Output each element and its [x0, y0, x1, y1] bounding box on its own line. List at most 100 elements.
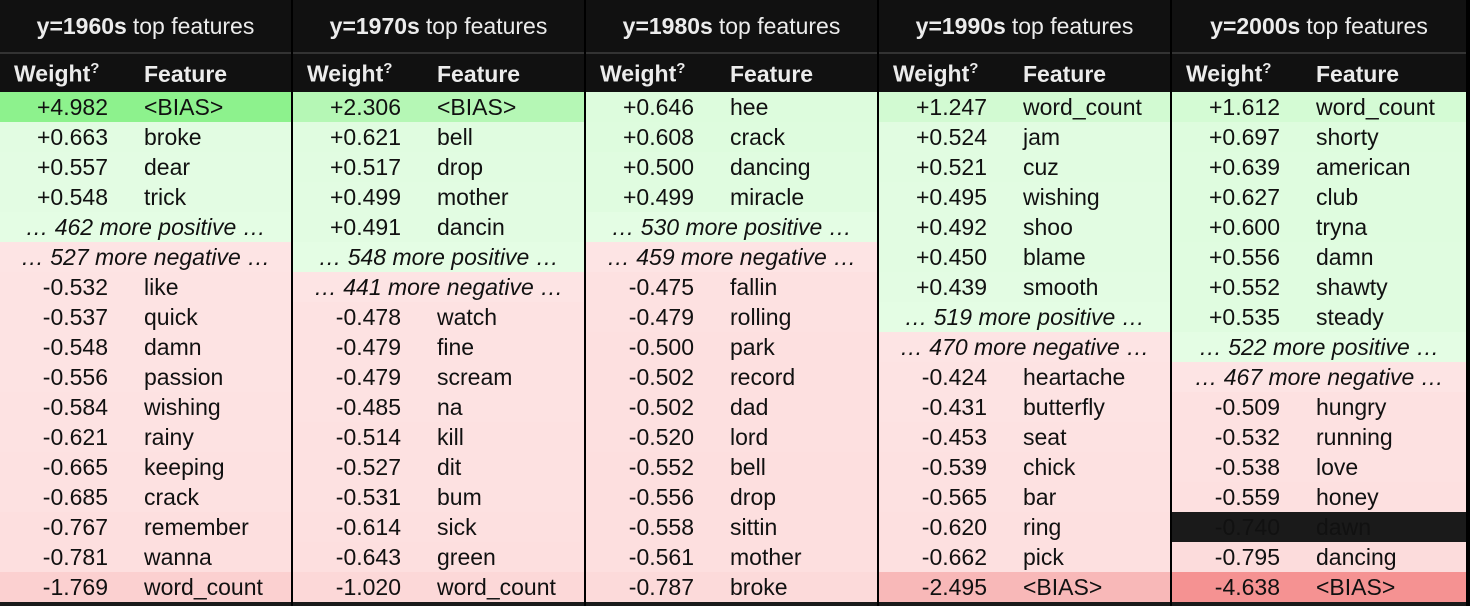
- table-row: -0.478 watch: [293, 302, 584, 332]
- feature-table-1: y=1970s top features Weight? Feature +2.306 <…: [293, 0, 584, 606]
- weight-value: -0.539: [879, 454, 1023, 481]
- weight-value: +1.612: [1172, 94, 1316, 121]
- feature-name: crack: [730, 124, 877, 151]
- weight-value: +0.492: [879, 214, 1023, 241]
- feature-name: ring: [1023, 514, 1170, 541]
- weight-value: -0.431: [879, 394, 1023, 421]
- feature-name: seat: [1023, 424, 1170, 451]
- weight-value: +0.639: [1172, 154, 1316, 181]
- weight-value: -0.614: [293, 514, 437, 541]
- weight-help-icon[interactable]: ?: [676, 60, 685, 77]
- feature-name: broke: [730, 574, 877, 601]
- weight-value: +0.450: [879, 244, 1023, 271]
- feature-table-3: y=1990s top features Weight? Feature +1.247 w…: [879, 0, 1170, 606]
- weight-value: -0.620: [879, 514, 1023, 541]
- feature-header: Feature: [437, 61, 520, 88]
- feature-header: Feature: [1023, 61, 1106, 88]
- table-row: +1.612 word_count: [1172, 92, 1466, 122]
- weight-value: -0.531: [293, 484, 437, 511]
- weight-header-label: Weight: [600, 61, 676, 87]
- table-row: -0.548 damn: [0, 332, 291, 362]
- feature-name: heartache: [1023, 364, 1170, 391]
- more-features-row: … 441 more negative …: [293, 272, 584, 302]
- table-title-target: y=1980s: [623, 13, 713, 40]
- weight-value: -0.740: [1172, 514, 1316, 541]
- table-row: -0.643 green: [293, 542, 584, 572]
- feature-name: <BIAS>: [437, 94, 584, 121]
- table-row: +0.621 bell: [293, 122, 584, 152]
- more-features-row: … 519 more positive …: [879, 302, 1170, 332]
- weight-value: -0.565: [879, 484, 1023, 511]
- table-row: -0.556 passion: [0, 362, 291, 392]
- feature-name: dit: [437, 454, 584, 481]
- feature-name: hungry: [1316, 394, 1466, 421]
- weight-value: -0.559: [1172, 484, 1316, 511]
- more-features-row: … 522 more positive …: [1172, 332, 1466, 362]
- weight-value: +0.627: [1172, 184, 1316, 211]
- table-row: +0.499 mother: [293, 182, 584, 212]
- feature-name: word_count: [437, 574, 584, 601]
- weight-value: +0.548: [0, 184, 144, 211]
- table-title-target: y=2000s: [1210, 13, 1300, 40]
- table-row: +0.627 club: [1172, 182, 1466, 212]
- feature-name: sittin: [730, 514, 877, 541]
- more-features-row: … 527 more negative …: [0, 242, 291, 272]
- weight-header: Weight?: [0, 60, 144, 88]
- feature-name: smooth: [1023, 274, 1170, 301]
- feature-name: running: [1316, 424, 1466, 451]
- table-row: -0.502 dad: [586, 392, 877, 422]
- table-title-target: y=1970s: [330, 13, 420, 40]
- weight-value: -0.795: [1172, 544, 1316, 571]
- weight-help-icon[interactable]: ?: [383, 60, 392, 77]
- weight-value: +0.439: [879, 274, 1023, 301]
- weight-value: -2.495: [879, 574, 1023, 601]
- feature-name: record: [730, 364, 877, 391]
- weight-value: +0.524: [879, 124, 1023, 151]
- feature-name: drop: [730, 484, 877, 511]
- weight-header: Weight?: [586, 60, 730, 88]
- weight-value: +0.557: [0, 154, 144, 181]
- weight-value: -0.509: [1172, 394, 1316, 421]
- table-row: -0.537 quick: [0, 302, 291, 332]
- feature-name: scream: [437, 364, 584, 391]
- weight-value: -0.479: [293, 364, 437, 391]
- feature-name: shoo: [1023, 214, 1170, 241]
- weight-help-icon[interactable]: ?: [90, 60, 99, 77]
- weight-value: -0.479: [586, 304, 730, 331]
- table-row: -0.662 pick: [879, 542, 1170, 572]
- weight-header-label: Weight: [1186, 61, 1262, 87]
- weight-value: +0.697: [1172, 124, 1316, 151]
- weight-value: +0.608: [586, 124, 730, 151]
- weight-value: -0.479: [293, 334, 437, 361]
- feature-name: hee: [730, 94, 877, 121]
- feature-name: dancin: [437, 214, 584, 241]
- feature-name: jam: [1023, 124, 1170, 151]
- weight-value: -0.558: [586, 514, 730, 541]
- feature-name: watch: [437, 304, 584, 331]
- table-row: +0.500 dancing: [586, 152, 877, 182]
- table-row: +0.548 trick: [0, 182, 291, 212]
- table-row: +0.524 jam: [879, 122, 1170, 152]
- table-row: +1.247 word_count: [879, 92, 1170, 122]
- table-row: +2.306 <BIAS>: [293, 92, 584, 122]
- table-row: -0.614 sick: [293, 512, 584, 542]
- feature-name: mother: [437, 184, 584, 211]
- weight-value: +0.556: [1172, 244, 1316, 271]
- feature-name: dancing: [1316, 544, 1466, 571]
- feature-name: butterfly: [1023, 394, 1170, 421]
- feature-name: dancing: [730, 154, 877, 181]
- weight-value: -0.453: [879, 424, 1023, 451]
- weight-help-icon[interactable]: ?: [1262, 60, 1271, 77]
- feature-name: love: [1316, 454, 1466, 481]
- weight-value: +0.517: [293, 154, 437, 181]
- weight-help-icon[interactable]: ?: [969, 60, 978, 77]
- table-row: +0.556 damn: [1172, 242, 1466, 272]
- more-features-row: … 548 more positive …: [293, 242, 584, 272]
- weight-value: -0.520: [586, 424, 730, 451]
- table-row: +0.517 drop: [293, 152, 584, 182]
- table-row: +0.697 shorty: [1172, 122, 1466, 152]
- table-header: Weight? Feature: [586, 54, 877, 92]
- weight-value: -0.502: [586, 394, 730, 421]
- table-row: +0.557 dear: [0, 152, 291, 182]
